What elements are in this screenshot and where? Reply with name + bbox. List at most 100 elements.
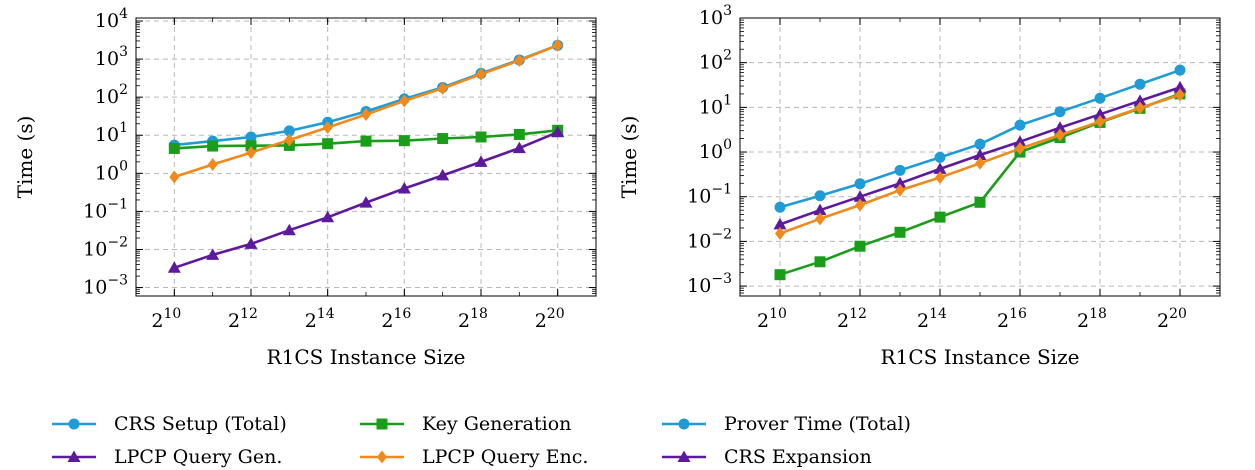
- data-point: [321, 210, 335, 223]
- data-point: [933, 162, 947, 174]
- series-line: [779, 92, 1181, 276]
- data-point: [1053, 121, 1067, 133]
- x-tick-label: 212: [228, 306, 258, 332]
- x-tick-label: 210: [151, 306, 181, 332]
- legend-swatch-marker: [376, 418, 388, 430]
- legend-swatch-marker: [677, 450, 691, 462]
- plot-frame: [135, 17, 597, 297]
- data-point: [244, 237, 258, 249]
- left-chart: 210 212 214 216 218 220 104 103 102 101 100 10−1 10−…: [13, 6, 597, 369]
- series-lpcp-prover: [774, 88, 1186, 281]
- right-chart: 210 212 214 216 218 22010310210110010−110−210…: [617, 3, 1221, 369]
- data-point: [775, 227, 785, 241]
- grid: [136, 18, 596, 296]
- legend-item: Key Generation: [360, 413, 571, 435]
- data-point: [814, 190, 826, 202]
- data-point: [322, 138, 334, 150]
- y-axis-label: Time (s): [617, 116, 641, 199]
- data-point: [436, 168, 450, 181]
- data-point: [207, 158, 218, 172]
- y-tick-label: 10−3: [83, 273, 128, 299]
- x-tick-labels: 210 212 214 216 218 220: [151, 18, 565, 332]
- data-point: [815, 212, 825, 226]
- x-tick-label: 220: [1157, 306, 1187, 332]
- y-tick-label: 102: [699, 48, 732, 74]
- data-point: [360, 135, 372, 147]
- data-point: [974, 138, 986, 150]
- data-point: [282, 223, 296, 236]
- y-tick-label: 101: [95, 120, 128, 146]
- data-point: [512, 141, 526, 154]
- data-point: [474, 155, 488, 167]
- data-point: [397, 181, 411, 194]
- x-tick-label: 216: [381, 306, 411, 332]
- data-point: [1093, 107, 1107, 120]
- legend-item: CRS Setup (Total): [52, 413, 287, 435]
- legend-swatch-marker: [678, 418, 690, 430]
- series-prover-time-total: [774, 64, 1186, 213]
- data-point: [813, 203, 827, 216]
- data-point: [975, 156, 985, 170]
- series-line: [174, 44, 559, 147]
- data-point: [1014, 119, 1026, 131]
- x-tick-label: 218: [458, 306, 488, 332]
- data-point: [894, 226, 906, 238]
- legend-label: LPCP Query Gen.: [114, 446, 282, 468]
- legend-label: Prover Time (Total): [724, 413, 911, 435]
- legend-swatch-marker: [377, 450, 387, 464]
- data-point: [359, 196, 373, 208]
- data-point: [207, 140, 219, 152]
- legend-label: Key Generation: [422, 413, 571, 435]
- data-point: [1174, 64, 1186, 76]
- series-lpcp-query-enc: [169, 38, 563, 184]
- y-tick-label: 10−3: [687, 271, 732, 297]
- x-tick-label: 220: [535, 306, 565, 332]
- data-point: [773, 217, 787, 230]
- data-point: [168, 142, 180, 154]
- data-point: [814, 256, 826, 268]
- x-tick-label: 212: [837, 306, 867, 332]
- series-lpcp-query-gen: [167, 125, 565, 273]
- legend-item: Prover Time (Total): [662, 413, 911, 435]
- series-crs-expansion: [773, 80, 1187, 230]
- data-point: [245, 131, 257, 143]
- x-tick-label: 214: [305, 306, 335, 332]
- data-point: [514, 53, 525, 67]
- x-tick-label: 214: [917, 306, 947, 332]
- data-point: [551, 125, 565, 138]
- legend-label: CRS Setup (Total): [114, 413, 287, 435]
- data-point: [1094, 92, 1106, 104]
- minor-ticks: [136, 18, 596, 297]
- y-tick-label: 10−1: [83, 196, 128, 222]
- data-point: [437, 133, 449, 145]
- data-point: [1015, 142, 1025, 156]
- data-point: [475, 131, 487, 143]
- data-point: [1054, 106, 1066, 118]
- data-point: [854, 178, 866, 190]
- data-point: [169, 170, 180, 184]
- y-tick-labels: 103 102 101 100 10−1 10−2 10−3: [687, 3, 1220, 297]
- data-point: [1133, 94, 1147, 106]
- data-point: [1135, 101, 1145, 115]
- data-point: [1055, 128, 1065, 142]
- data-point: [894, 164, 906, 176]
- legend-item: LPCP Query Enc.: [360, 446, 588, 468]
- data-point: [1173, 80, 1187, 93]
- data-point: [437, 81, 448, 95]
- y-axis-label: Time (s): [13, 116, 37, 199]
- x-axis-label: R1CS Instance Size: [267, 345, 466, 369]
- left-legend: CRS Setup (Total) Key Generation LPCP Quer…: [52, 413, 588, 468]
- data-point: [399, 94, 410, 108]
- y-tick-label: 104: [95, 6, 128, 32]
- data-point: [934, 151, 946, 163]
- data-point: [934, 211, 946, 223]
- data-point: [398, 135, 410, 147]
- data-point: [322, 120, 333, 134]
- right-legend: Prover Time (Total)LPCP ProverCRS Expans…: [662, 413, 911, 468]
- x-tick-labels: 210 212 214 216 218 220: [757, 18, 1187, 332]
- data-point: [1095, 115, 1105, 129]
- data-point: [1013, 135, 1027, 147]
- y-tick-label: 10−2: [687, 226, 732, 252]
- y-tick-label: 100: [699, 137, 732, 163]
